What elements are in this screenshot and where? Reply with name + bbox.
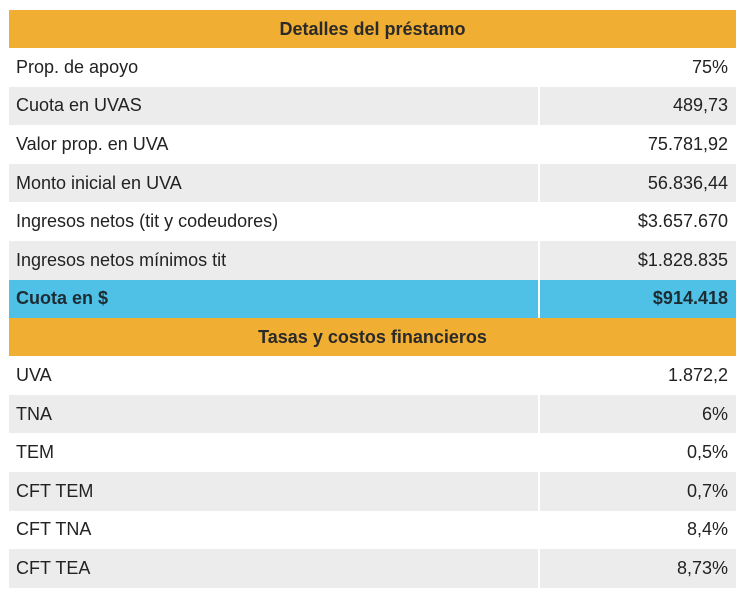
row-label: Valor prop. en UVA	[16, 133, 169, 154]
row-value: 56.836,44	[538, 163, 736, 203]
table-row: Prop. de apoyo 75%	[9, 48, 736, 87]
row-label: Prop. de apoyo	[16, 56, 139, 77]
row-label: Monto inicial en UVA	[16, 172, 182, 193]
table-row-highlight: Cuota en $ $914.418	[9, 279, 736, 319]
table-row: CFT TNA 8,4%	[9, 511, 736, 550]
row-value: 8,4%	[686, 519, 728, 540]
row-value: 1.872,2	[667, 364, 728, 385]
row-value: 489,73	[538, 86, 736, 126]
row-value: 75%	[691, 56, 728, 77]
table-row: CFT TEM 0,7%	[9, 471, 736, 511]
table-row: CFT TEA 8,73%	[9, 549, 736, 588]
row-label: CFT TNA	[16, 519, 92, 540]
loan-details-table: Detalles del préstamo Prop. de apoyo 75%…	[9, 10, 736, 588]
table-row: Valor prop. en UVA 75.781,92	[9, 125, 736, 164]
row-value: 6%	[538, 394, 736, 434]
row-value: 75.781,92	[647, 133, 728, 154]
table-row: Ingresos netos mínimos tit $1.828.835	[9, 240, 736, 280]
row-label: CFT TEA	[16, 557, 91, 578]
row-value: $3.657.670	[637, 211, 728, 232]
row-label: TNA	[16, 403, 52, 424]
section-header-loan-details: Detalles del préstamo	[9, 10, 736, 48]
row-label: UVA	[16, 364, 52, 385]
table-row: TEM 0,5%	[9, 433, 736, 472]
row-value: 0,5%	[686, 442, 728, 463]
table-row: Monto inicial en UVA 56.836,44	[9, 163, 736, 203]
row-label: Ingresos netos (tit y codeudores)	[16, 211, 279, 232]
row-label: TEM	[16, 442, 54, 463]
table-row: UVA 1.872,2	[9, 356, 736, 395]
table-row: TNA 6%	[9, 394, 736, 434]
row-value: 0,7%	[538, 471, 736, 511]
row-value: $1.828.835	[538, 240, 736, 280]
section-header-rates: Tasas y costos financieros	[9, 318, 736, 357]
table-row: Cuota en UVAS 489,73	[9, 86, 736, 126]
row-value: $914.418	[538, 279, 736, 319]
row-value: 8,73%	[538, 549, 736, 588]
table-row: Ingresos netos (tit y codeudores) $3.657…	[9, 202, 736, 241]
row-label: Ingresos netos mínimos tit	[16, 249, 227, 270]
row-label: CFT TEM	[16, 480, 94, 501]
row-label: Cuota en $	[16, 288, 109, 309]
row-label: Cuota en UVAS	[16, 95, 142, 116]
